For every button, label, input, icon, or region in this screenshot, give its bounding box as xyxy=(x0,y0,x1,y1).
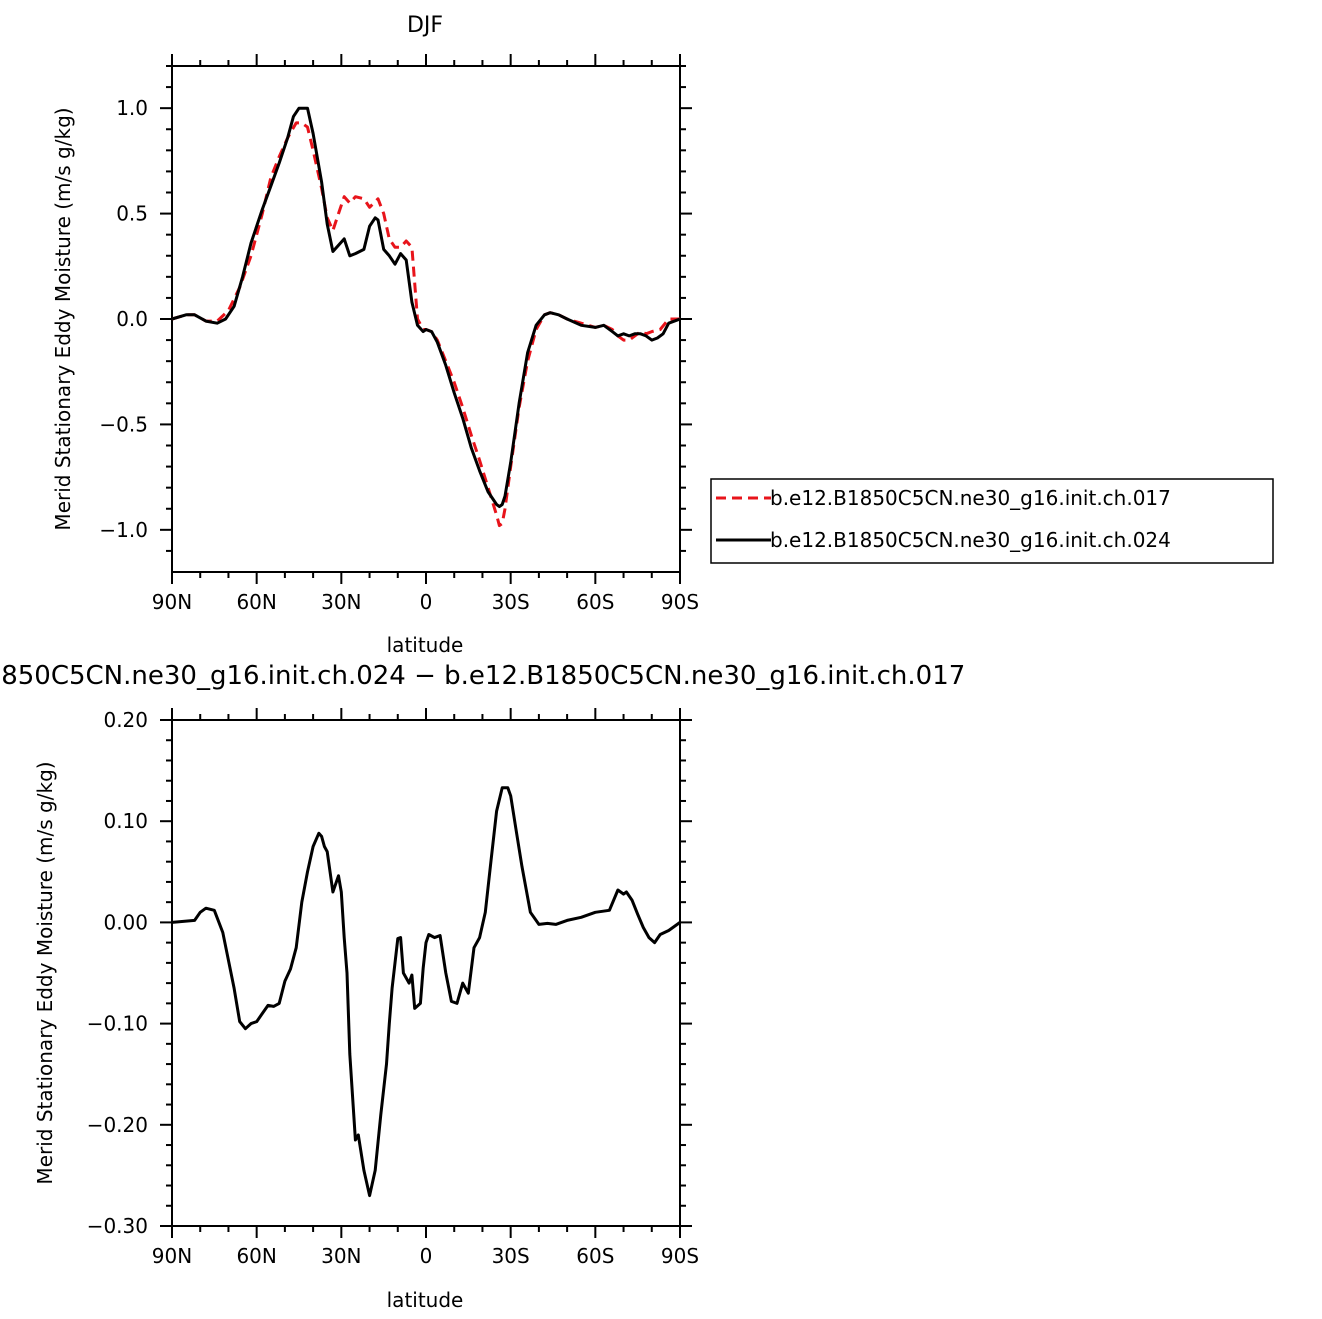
x-tick-label: 60N xyxy=(236,1244,276,1268)
y-tick-label: 0.0 xyxy=(116,307,148,331)
x-tick-label: 60S xyxy=(576,1244,614,1268)
y-tick-label: −0.30 xyxy=(87,1214,148,1238)
plot-frame xyxy=(171,65,681,573)
bottom-panel-x-axis-label: latitude xyxy=(387,1288,464,1312)
y-tick-label: −1.0 xyxy=(99,518,148,542)
x-tick-label: 60S xyxy=(576,590,614,614)
series-line-0-1 xyxy=(172,106,680,509)
x-tick-label: 30S xyxy=(492,590,530,614)
x-tick-label: 90S xyxy=(661,590,699,614)
x-tick-label: 90S xyxy=(661,1244,699,1268)
top-panel: DJF Merid Stationary Eddy Moisture (m/s … xyxy=(51,13,699,657)
legend-box xyxy=(710,478,1274,564)
legend: b.e12.B1850C5CN.ne30_g16.init.ch.017 b.e… xyxy=(710,478,1274,564)
x-tick-label: 90N xyxy=(152,1244,192,1268)
y-tick-label: −0.10 xyxy=(87,1012,148,1036)
bottom-panel: b.e12.B1850C5CN.ne30_g16.init.ch.024 − b… xyxy=(0,661,965,1312)
top-panel-title: DJF xyxy=(407,13,443,38)
x-tick-label: 90N xyxy=(152,590,192,614)
legend-label-ch024: b.e12.B1850C5CN.ne30_g16.init.ch.024 xyxy=(770,528,1171,552)
y-tick-label: 0.10 xyxy=(103,809,148,833)
x-tick-label: 30N xyxy=(321,590,361,614)
bottom-panel-y-axis-label: Merid Stationary Eddy Moisture (m/s g/kg… xyxy=(33,761,57,1184)
x-tick-label: 30S xyxy=(492,1244,530,1268)
y-tick-label: 0.20 xyxy=(103,708,148,732)
y-tick-label: 0.5 xyxy=(116,202,148,226)
legend-label-ch017: b.e12.B1850C5CN.ne30_g16.init.ch.017 xyxy=(770,486,1171,510)
x-tick-label: 0 xyxy=(420,590,433,614)
bottom-panel-title: b.e12.B1850C5CN.ne30_g16.init.ch.024 − b… xyxy=(0,661,965,691)
top-panel-x-axis-label: latitude xyxy=(387,633,464,657)
x-tick-label: 30N xyxy=(321,1244,361,1268)
top-panel-y-axis-label: Merid Stationary Eddy Moisture (m/s g/kg… xyxy=(51,107,75,530)
plot-frame xyxy=(171,719,681,1227)
series-line-1-0 xyxy=(172,786,680,1198)
y-tick-label: −0.5 xyxy=(99,412,148,436)
y-tick-label: −0.20 xyxy=(87,1113,148,1137)
x-tick-label: 0 xyxy=(420,1244,433,1268)
y-tick-label: 1.0 xyxy=(116,96,148,120)
x-tick-label: 60N xyxy=(236,590,276,614)
y-tick-label: 0.00 xyxy=(103,910,148,934)
